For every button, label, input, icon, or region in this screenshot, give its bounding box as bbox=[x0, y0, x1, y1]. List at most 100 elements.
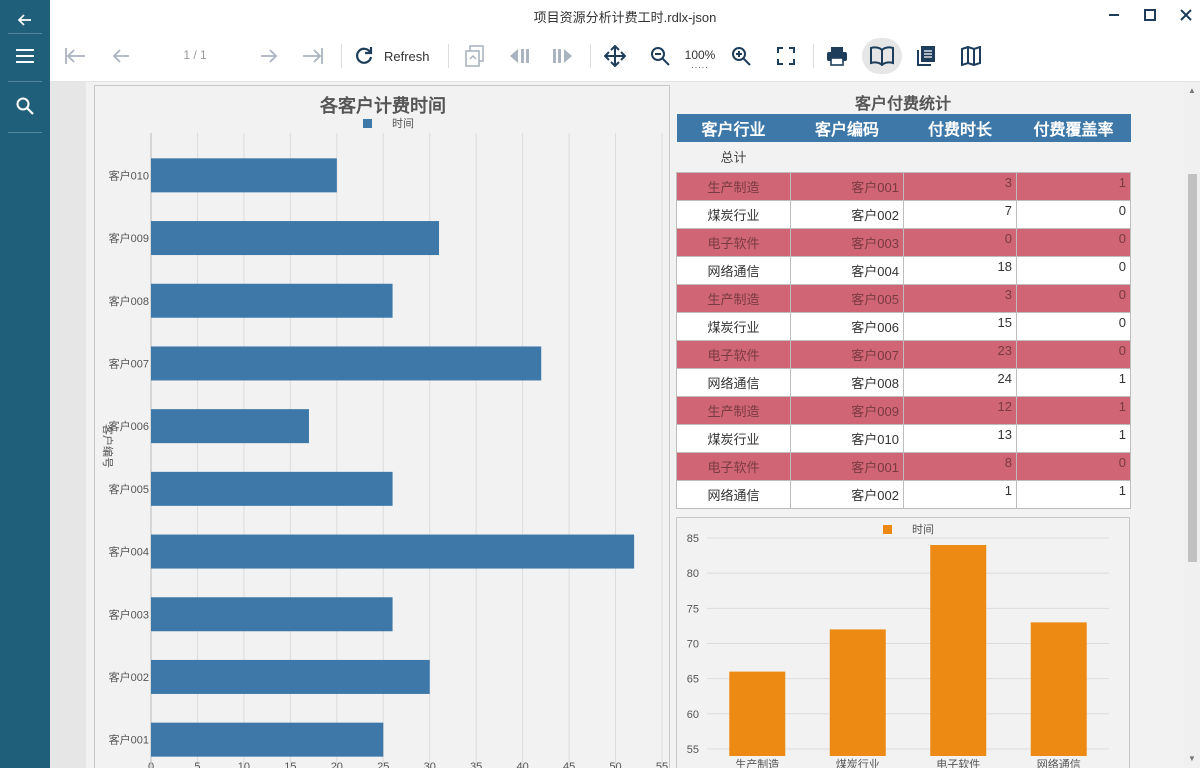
next-page-button[interactable] bbox=[256, 38, 282, 74]
bar bbox=[151, 158, 337, 193]
table-row: 电子软件 客户007 23 0 bbox=[676, 339, 1131, 369]
refresh-button[interactable]: Refresh bbox=[354, 38, 438, 74]
x-tick-label: 35 bbox=[470, 761, 482, 768]
table-cell-code: 客户004 bbox=[790, 255, 904, 285]
bar bbox=[151, 221, 440, 256]
step-back-button[interactable] bbox=[506, 38, 532, 74]
table-cell bbox=[903, 142, 1017, 172]
table-cell-industry: 电子软件 bbox=[676, 339, 791, 369]
x-tick-label: 10 bbox=[238, 761, 250, 768]
minimize-button[interactable] bbox=[1103, 4, 1125, 26]
refresh-label: Refresh bbox=[384, 48, 430, 64]
pan-tool-button[interactable] bbox=[602, 38, 628, 74]
table-row: 煤炭行业 客户010 13 1 bbox=[676, 423, 1131, 453]
maximize-button[interactable] bbox=[1139, 4, 1161, 26]
bar-chart-title: 各客户计费时间 bbox=[320, 96, 446, 116]
vertical-scrollbar[interactable]: ▲ ▼ bbox=[1184, 82, 1200, 768]
column-header: 付费覆盖率 bbox=[1016, 114, 1131, 142]
toolbar-divider bbox=[341, 44, 342, 68]
x-tick-label: 50 bbox=[609, 761, 621, 768]
bar bbox=[151, 283, 393, 318]
bar bbox=[151, 722, 384, 757]
x-tick-label: 生产制造 bbox=[735, 757, 779, 768]
table-header-row: 客户行业 客户编码 付费时长 付费覆盖率 bbox=[676, 114, 1131, 142]
scroll-down-arrow[interactable]: ▼ bbox=[1188, 754, 1196, 763]
table-cell-rate: 0 bbox=[1016, 451, 1131, 481]
x-tick-label: 45 bbox=[563, 761, 575, 768]
table-cell-time: 15 bbox=[903, 311, 1017, 341]
galley-mode-button[interactable] bbox=[862, 38, 902, 74]
search-button[interactable] bbox=[0, 86, 50, 126]
export-button[interactable] bbox=[913, 38, 939, 74]
next-page-icon bbox=[261, 49, 278, 63]
table-row: 煤炭行业 客户002 7 0 bbox=[676, 199, 1131, 229]
bar bbox=[151, 597, 393, 632]
first-page-button[interactable] bbox=[62, 38, 88, 74]
open-book-icon bbox=[870, 46, 894, 66]
step-forward-button[interactable] bbox=[550, 38, 576, 74]
table-cell-rate: 0 bbox=[1016, 339, 1131, 369]
payment-table: 客户行业 客户编码 付费时长 付费覆盖率 总计 生产制造 客户001 3 1 煤炭行业客… bbox=[676, 114, 1131, 509]
table-row: 生产制造 客户009 12 1 bbox=[676, 395, 1131, 425]
menu-button[interactable] bbox=[0, 36, 50, 76]
page-indicator[interactable]: 1 / 1 bbox=[183, 48, 207, 62]
y-tick-label: 客户002 bbox=[109, 670, 149, 684]
y-tick-label: 70 bbox=[687, 638, 699, 650]
previous-page-icon bbox=[112, 49, 129, 63]
parent-report-icon bbox=[465, 45, 484, 67]
window-title: 项目资源分析计费工时.rdlx-json bbox=[533, 10, 717, 25]
table-cell-industry: 生产制造 bbox=[676, 395, 791, 425]
zoom-in-button[interactable] bbox=[728, 38, 754, 74]
y-tick-label: 客户003 bbox=[109, 607, 149, 621]
table-row: 电子软件 客户001 8 0 bbox=[676, 451, 1131, 481]
table-cell-industry: 煤炭行业 bbox=[676, 311, 791, 341]
legend-label: 时间 bbox=[912, 524, 934, 536]
print-button[interactable] bbox=[824, 38, 850, 74]
previous-page-button[interactable] bbox=[108, 38, 134, 74]
column-header: 付费时长 bbox=[903, 114, 1017, 142]
zoom-out-icon bbox=[651, 47, 670, 66]
parameters-button[interactable] bbox=[958, 38, 984, 74]
table-cell-time: 12 bbox=[903, 395, 1017, 425]
bar bbox=[151, 471, 393, 506]
legend-label: 时间 bbox=[392, 118, 414, 130]
zoom-out-button[interactable] bbox=[647, 38, 673, 74]
scroll-thumb[interactable] bbox=[1188, 174, 1197, 562]
close-button[interactable] bbox=[1175, 4, 1197, 26]
table-cell-code: 客户003 bbox=[790, 227, 904, 257]
zoom-in-icon bbox=[732, 47, 751, 66]
total-row: 总计 bbox=[676, 142, 1131, 172]
column bbox=[729, 671, 786, 756]
y-tick-label: 客户006 bbox=[109, 419, 149, 433]
table-cell-rate: 0 bbox=[1016, 227, 1131, 257]
y-tick-label: 55 bbox=[687, 744, 699, 756]
back-button[interactable] bbox=[0, 0, 50, 40]
table-cell-code: 客户006 bbox=[790, 311, 904, 341]
printer-icon bbox=[827, 47, 847, 66]
table-cell-code: 客户002 bbox=[790, 199, 904, 229]
y-tick-label: 75 bbox=[687, 603, 699, 615]
column bbox=[1030, 622, 1087, 756]
legend-swatch bbox=[883, 524, 892, 534]
toolbar: 1 / 1 Refresh 100% ..... bbox=[50, 30, 1200, 82]
back-arrow-icon bbox=[18, 14, 31, 26]
scroll-up-arrow[interactable]: ▲ bbox=[1188, 86, 1196, 95]
table-cell-rate: 1 bbox=[1016, 423, 1131, 453]
parent-report-button[interactable] bbox=[462, 38, 488, 74]
close-icon bbox=[1180, 9, 1192, 21]
table-cell-rate: 0 bbox=[1016, 255, 1131, 285]
zoom-level[interactable]: 100% bbox=[684, 48, 716, 62]
last-page-button[interactable] bbox=[300, 38, 326, 74]
table-row: 煤炭行业 客户006 15 0 bbox=[676, 311, 1131, 341]
x-tick-label: 20 bbox=[331, 761, 343, 768]
table-cell-time: 13 bbox=[903, 423, 1017, 453]
toolbar-divider bbox=[813, 44, 814, 68]
fullscreen-button[interactable] bbox=[773, 38, 799, 74]
total-label: 总计 bbox=[676, 142, 791, 172]
column-chart-plot: 55 60 65 70 75 80 85 生产制造 煤炭行业 电子软件 网络通信 bbox=[687, 533, 1109, 768]
table-cell-industry: 网络通信 bbox=[676, 479, 791, 509]
table-cell-industry: 网络通信 bbox=[676, 255, 791, 285]
table-cell-code: 客户010 bbox=[790, 423, 904, 453]
column-header: 客户编码 bbox=[790, 114, 904, 142]
rail-divider bbox=[8, 81, 42, 82]
